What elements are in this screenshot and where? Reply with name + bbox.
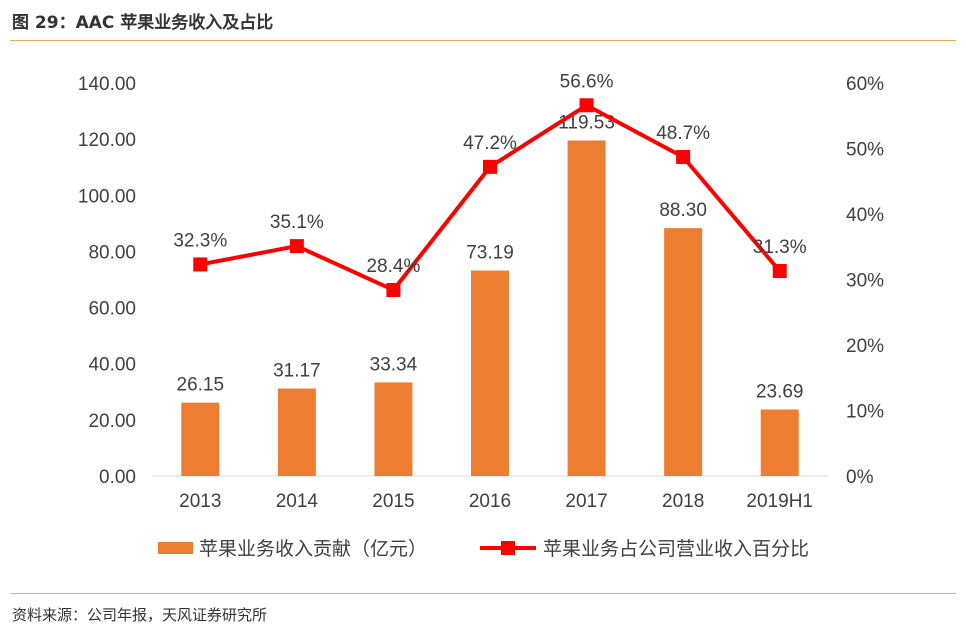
- x-axis-tick-label: 2017: [565, 491, 607, 512]
- line-data-label: 35.1%: [270, 212, 324, 233]
- bar: [664, 228, 703, 476]
- x-axis-tick-label: 2015: [372, 491, 414, 512]
- left-axis-tick-label: 120.00: [78, 130, 136, 151]
- bar: [374, 382, 413, 476]
- line-data-label: 31.3%: [753, 237, 807, 258]
- line-marker: [289, 239, 304, 254]
- left-axis-tick-label: 40.00: [88, 355, 136, 376]
- bar-data-label: 73.19: [466, 243, 514, 264]
- bar: [471, 270, 509, 476]
- right-axis-tick-label: 20%: [846, 336, 884, 357]
- bar-data-label: 33.34: [370, 354, 418, 375]
- bar-data-label: 119.53: [558, 112, 615, 133]
- line-data-label: 47.2%: [463, 133, 517, 154]
- x-axis-tick-label: 2016: [469, 491, 511, 512]
- legend-line-marker: [501, 541, 515, 555]
- left-axis-tick-label: 20.00: [88, 411, 136, 432]
- left-axis-tick-label: 60.00: [88, 299, 136, 320]
- left-axis-tick-label: 80.00: [88, 242, 136, 263]
- bottom-divider: [10, 593, 956, 594]
- bar-data-label: 23.69: [756, 381, 804, 402]
- top-divider: [10, 40, 956, 41]
- line-marker: [676, 150, 691, 165]
- bar: [277, 388, 316, 476]
- right-axis-tick-label: 60%: [846, 74, 884, 95]
- line-data-label: 32.3%: [173, 230, 227, 251]
- bar-data-label: 31.17: [273, 361, 321, 382]
- bar-data-label: 88.30: [659, 200, 707, 221]
- x-axis-tick-label: 2013: [179, 491, 221, 512]
- figure-title: 图 29：AAC 苹果业务收入及占比: [12, 13, 274, 33]
- left-axis-tick-label: 140.00: [78, 74, 136, 95]
- line-marker: [193, 257, 208, 272]
- source-note: 资料来源：公司年报，天风证券研究所: [12, 606, 268, 624]
- line-marker: [579, 98, 594, 113]
- legend-bar-swatch: [158, 542, 193, 554]
- right-axis-tick-label: 50%: [846, 140, 884, 161]
- line-marker: [483, 159, 497, 174]
- bar: [181, 402, 220, 476]
- line-data-label: 48.7%: [656, 123, 710, 144]
- legend-line-label: 苹果业务占公司营业收入百分比: [543, 538, 809, 560]
- line-data-label: 28.4%: [366, 256, 420, 277]
- x-axis-tick-label: 2019H1: [746, 491, 813, 512]
- x-axis-tick-label: 2014: [276, 491, 319, 512]
- left-axis-tick-label: 0.00: [99, 467, 136, 488]
- bar: [567, 140, 606, 476]
- bar-data-label: 26.15: [177, 375, 225, 396]
- right-axis-tick-label: 40%: [846, 205, 884, 226]
- left-axis-tick-label: 100.00: [78, 186, 136, 207]
- line-marker: [772, 263, 787, 278]
- right-axis-tick-label: 10%: [846, 402, 884, 423]
- bar: [760, 409, 799, 476]
- legend-bar-label: 苹果业务收入贡献（亿元）: [199, 538, 427, 560]
- line-marker: [386, 282, 401, 297]
- x-axis-tick-label: 2018: [662, 491, 704, 512]
- right-axis-tick-label: 0%: [846, 467, 874, 488]
- line-data-label: 56.6%: [560, 71, 614, 92]
- right-axis-tick-label: 30%: [846, 271, 884, 292]
